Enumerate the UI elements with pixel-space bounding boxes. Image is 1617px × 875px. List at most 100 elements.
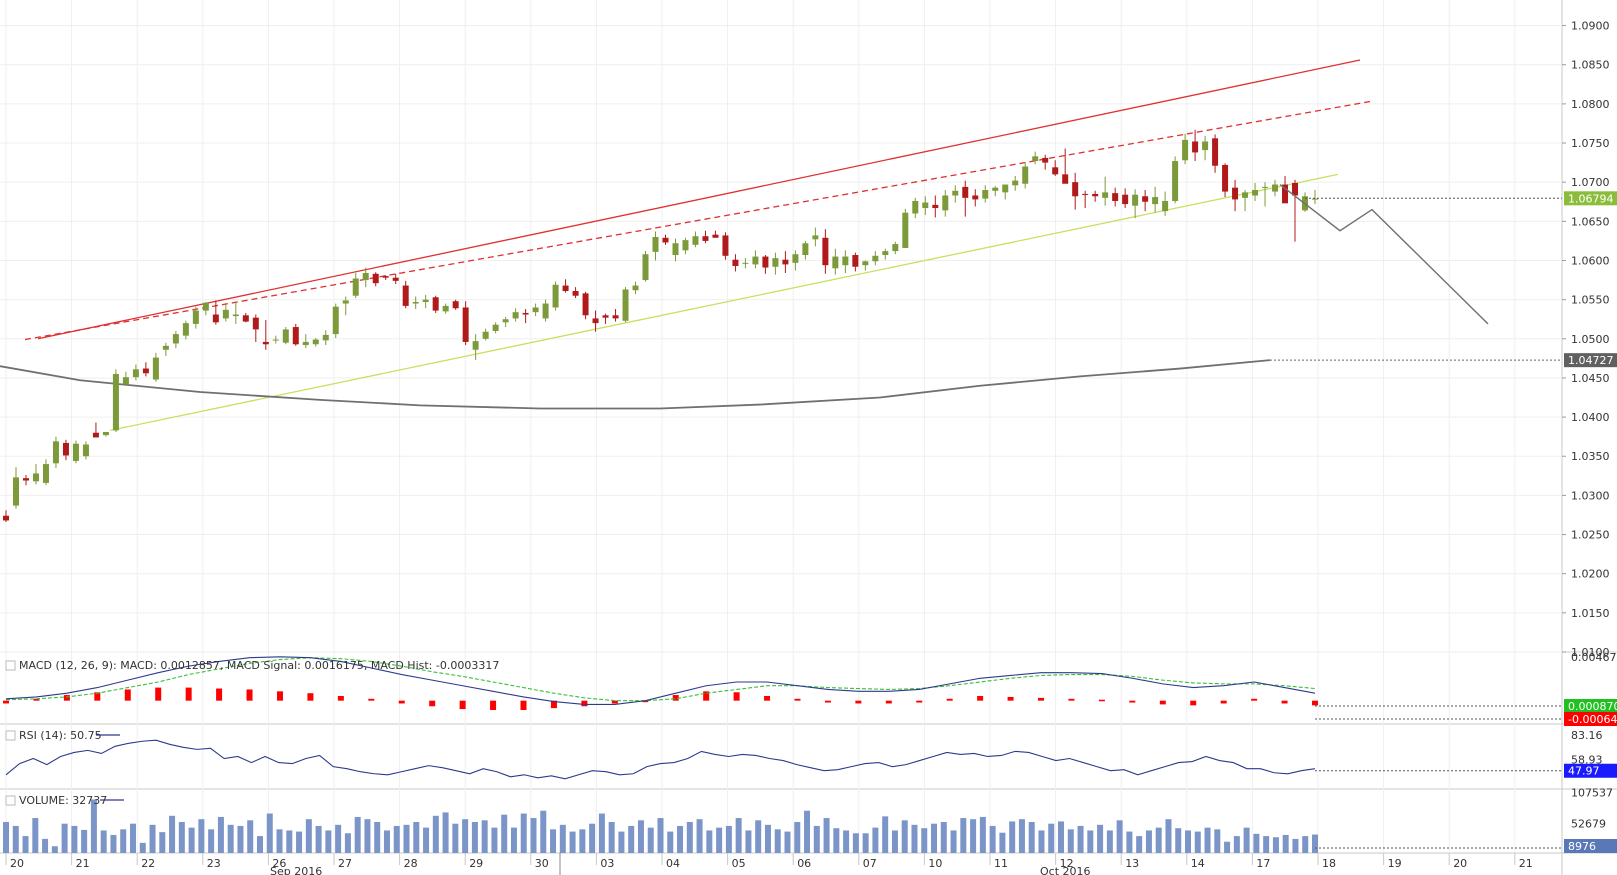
candle-body[interactable] — [802, 243, 809, 256]
candle-body[interactable] — [862, 261, 869, 266]
candle-body[interactable] — [1172, 161, 1179, 201]
candle-body[interactable] — [1012, 180, 1019, 186]
candle-body[interactable] — [552, 284, 559, 308]
candle-body[interactable] — [332, 306, 339, 335]
candle-body[interactable] — [1092, 193, 1099, 197]
candle-body[interactable] — [702, 236, 709, 241]
price-panel[interactable] — [0, 59, 1562, 523]
candle-body[interactable] — [242, 315, 249, 322]
candle-body[interactable] — [762, 256, 769, 268]
candle-body[interactable] — [132, 369, 139, 378]
candle-body[interactable] — [652, 236, 659, 252]
rsi-panel[interactable]: RSI (14): 50.75 — [5, 729, 1316, 780]
candle-body[interactable] — [532, 307, 539, 313]
candle-body[interactable] — [742, 262, 749, 264]
candle-body[interactable] — [692, 236, 699, 245]
candle-body[interactable] — [1212, 138, 1219, 166]
candle-body[interactable] — [12, 477, 19, 506]
volume-panel[interactable]: VOLUME: 32737 — [3, 794, 1318, 853]
candle-body[interactable] — [882, 251, 889, 256]
candle-body[interactable] — [252, 317, 259, 330]
candle-body[interactable] — [1222, 164, 1229, 192]
candle-body[interactable] — [272, 339, 279, 341]
candle-body[interactable] — [152, 357, 159, 380]
candle-body[interactable] — [1072, 182, 1079, 197]
candle-body[interactable] — [682, 240, 689, 251]
candle-body[interactable] — [112, 374, 119, 431]
candle-body[interactable] — [982, 190, 989, 199]
candle-body[interactable] — [1112, 193, 1119, 201]
candle-body[interactable] — [302, 341, 309, 346]
macd-panel[interactable]: MACD (12, 26, 9): MACD: 0.0012857, MACD … — [3, 656, 1318, 710]
candle-body[interactable] — [1232, 187, 1239, 200]
candle-body[interactable] — [312, 339, 319, 345]
candle-body[interactable] — [592, 318, 599, 324]
candle-body[interactable] — [22, 478, 29, 481]
candle-body[interactable] — [492, 324, 499, 331]
candle-body[interactable] — [372, 273, 379, 284]
candle-body[interactable] — [62, 442, 69, 456]
candle-body[interactable] — [852, 255, 859, 267]
candle-body[interactable] — [992, 187, 999, 191]
candle-body[interactable] — [792, 254, 799, 263]
candle-body[interactable] — [642, 254, 649, 281]
candle-body[interactable] — [1122, 194, 1129, 205]
candle-body[interactable] — [142, 368, 149, 374]
candle-body[interactable] — [572, 291, 579, 296]
candle-body[interactable] — [1082, 193, 1089, 195]
candle-body[interactable] — [462, 307, 469, 342]
candle-body[interactable] — [3, 515, 9, 521]
candle-body[interactable] — [752, 256, 759, 265]
candle-body[interactable] — [892, 244, 899, 252]
candle-body[interactable] — [1032, 156, 1039, 162]
candle-body[interactable] — [782, 259, 789, 265]
candle-body[interactable] — [402, 285, 409, 306]
candle-body[interactable] — [1262, 186, 1269, 188]
candle-body[interactable] — [1292, 182, 1299, 196]
candle-body[interactable] — [1052, 167, 1059, 175]
candle-body[interactable] — [1142, 196, 1149, 202]
candle-body[interactable] — [72, 443, 79, 461]
candle-body[interactable] — [1252, 190, 1259, 196]
candle-body[interactable] — [282, 329, 289, 343]
candle-body[interactable] — [1312, 198, 1318, 200]
candle-body[interactable] — [1102, 192, 1109, 198]
candle-body[interactable] — [872, 255, 879, 262]
candle-body[interactable] — [322, 334, 329, 341]
candle-body[interactable] — [1132, 194, 1139, 206]
candle-body[interactable] — [712, 234, 719, 238]
candle-body[interactable] — [352, 278, 359, 296]
candle-body[interactable] — [122, 377, 129, 385]
candle-body[interactable] — [232, 314, 239, 317]
candle-body[interactable] — [1042, 157, 1049, 163]
candle-body[interactable] — [222, 309, 229, 319]
candle-body[interactable] — [972, 195, 979, 200]
candle-body[interactable] — [392, 277, 399, 281]
candle-body[interactable] — [962, 186, 969, 198]
candle-body[interactable] — [732, 259, 739, 266]
candle-body[interactable] — [202, 302, 209, 311]
candle-body[interactable] — [1192, 141, 1199, 153]
candle-body[interactable] — [1202, 141, 1209, 151]
candle-body[interactable] — [342, 300, 349, 304]
candle-body[interactable] — [922, 202, 929, 209]
candle-body[interactable] — [362, 273, 369, 281]
candle-body[interactable] — [602, 315, 609, 318]
candle-body[interactable] — [512, 312, 519, 319]
candle-body[interactable] — [522, 312, 529, 315]
candle-body[interactable] — [1162, 200, 1169, 212]
candle-body[interactable] — [1152, 197, 1159, 205]
candle-body[interactable] — [262, 341, 269, 345]
candle-body[interactable] — [82, 444, 89, 457]
candle-body[interactable] — [612, 315, 619, 319]
candle-body[interactable] — [432, 297, 439, 311]
candle-body[interactable] — [32, 473, 39, 482]
candle-body[interactable] — [1242, 192, 1249, 198]
candle-body[interactable] — [502, 319, 509, 323]
candle-body[interactable] — [912, 200, 919, 214]
candle-body[interactable] — [422, 299, 429, 302]
candle-body[interactable] — [1002, 184, 1009, 193]
candle-body[interactable] — [182, 323, 189, 336]
candle-body[interactable] — [292, 327, 299, 345]
